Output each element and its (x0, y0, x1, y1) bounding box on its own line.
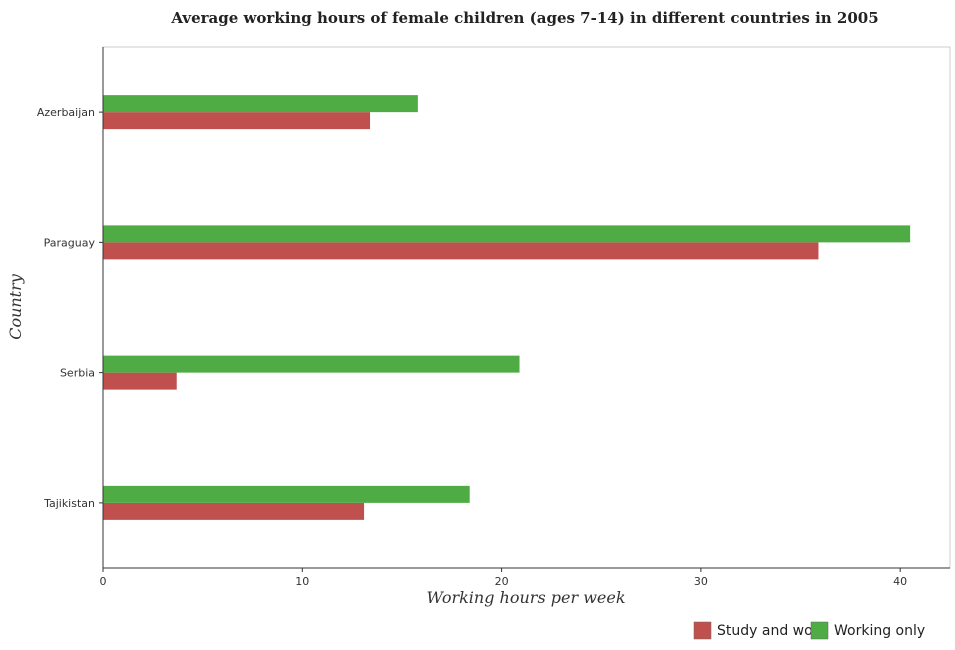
axes-group: Azerbaijan Paraguay Serbia Tajikistan 0 10 20 3… (37, 47, 950, 588)
bar-study-and-work-tajikistan (103, 502, 365, 520)
bar-working-only-tajikistan (103, 485, 470, 503)
x-tick-label: 20 (495, 575, 509, 588)
x-tick-label: 0 (100, 575, 107, 588)
legend-swatch-working-only (810, 621, 829, 640)
plot-area (102, 46, 951, 569)
x-tick-label: 10 (295, 575, 309, 588)
bar-working-only-paraguay (103, 225, 911, 243)
y-tick-label: Paraguay (44, 236, 96, 249)
bar-working-only-azerbaijan (103, 95, 418, 113)
x-tick-label: 40 (893, 575, 907, 588)
bar-study-and-work-paraguay (103, 242, 819, 260)
x-tick-label: 30 (694, 575, 708, 588)
y-tick-label: Tajikistan (43, 497, 95, 510)
legend-swatch-study-and-work (693, 621, 712, 640)
legend: Study and work Working only (693, 621, 925, 640)
bars-group (103, 95, 911, 520)
x-axis-label: Working hours per week (426, 588, 625, 607)
bar-study-and-work-azerbaijan (103, 112, 371, 130)
y-axis-label: Country (6, 273, 25, 340)
bar-study-and-work-serbia (103, 372, 177, 390)
legend-label-working-only: Working only (834, 623, 925, 639)
y-tick-label: Serbia (60, 367, 95, 380)
y-tick-label: Azerbaijan (37, 106, 95, 119)
chart-title: Average working hours of female children… (170, 9, 878, 27)
legend-label-study-and-work: Study and work (717, 623, 827, 639)
bar-working-only-serbia (103, 355, 520, 373)
